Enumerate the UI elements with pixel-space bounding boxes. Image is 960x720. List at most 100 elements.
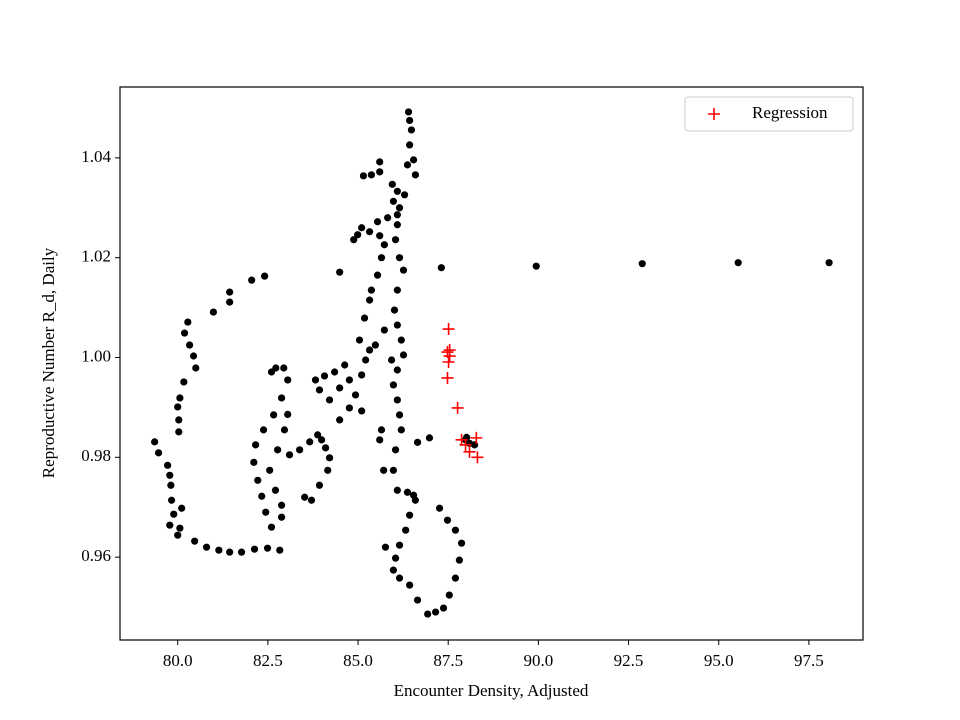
point (388, 180, 396, 188)
point (365, 296, 374, 304)
point (280, 364, 288, 372)
point (261, 272, 269, 280)
point (276, 546, 284, 554)
point (336, 384, 344, 392)
point (358, 224, 366, 232)
point (532, 262, 540, 270)
point (315, 386, 324, 394)
point (411, 171, 419, 179)
point (250, 545, 259, 553)
point (237, 548, 246, 556)
point (267, 368, 276, 376)
point (435, 504, 444, 512)
point (174, 403, 182, 411)
point (154, 449, 163, 457)
point (395, 411, 404, 419)
point (167, 481, 175, 489)
point (424, 610, 432, 618)
point (441, 371, 454, 384)
point (470, 431, 483, 444)
point (209, 308, 218, 316)
point (285, 451, 294, 459)
point (425, 434, 434, 442)
point (296, 446, 304, 454)
point (391, 446, 400, 454)
point (315, 481, 324, 489)
point (395, 254, 404, 262)
point (314, 431, 322, 439)
point (362, 356, 370, 364)
point (176, 394, 184, 402)
point (277, 513, 286, 521)
point (325, 396, 334, 404)
x-tick-label: 92.5 (614, 651, 644, 670)
point (336, 416, 344, 424)
point (284, 410, 292, 419)
point (354, 231, 362, 239)
point (301, 493, 309, 501)
x-tick-label: 90.0 (524, 651, 554, 670)
point (270, 411, 278, 419)
point (176, 524, 184, 532)
point (389, 466, 397, 474)
point (307, 496, 316, 504)
point (391, 554, 400, 562)
point (263, 544, 272, 552)
point (380, 326, 388, 334)
point (393, 486, 401, 494)
point (393, 366, 401, 374)
point (403, 161, 412, 169)
point (399, 351, 408, 359)
point (248, 276, 256, 284)
point (395, 574, 404, 582)
point (259, 426, 268, 434)
point (442, 323, 455, 336)
point (411, 496, 419, 504)
x-tick-label: 95.0 (704, 651, 734, 670)
point (189, 352, 198, 360)
point (358, 407, 366, 415)
point (258, 492, 266, 500)
point (254, 476, 262, 484)
point (324, 466, 332, 474)
x-tick-label: 80.0 (163, 651, 193, 670)
point (170, 510, 178, 518)
point (393, 221, 401, 229)
point (351, 391, 360, 399)
point (266, 466, 274, 474)
legend-box (684, 96, 854, 132)
point (306, 438, 314, 446)
point (393, 211, 401, 219)
point (320, 372, 329, 380)
point (406, 581, 414, 589)
point (180, 378, 188, 386)
point (215, 546, 223, 554)
point (166, 521, 174, 529)
point (393, 396, 401, 404)
y-tick-label: 1.04 (81, 147, 111, 166)
point (345, 376, 353, 384)
point (391, 236, 400, 244)
plot-frame (119, 86, 864, 641)
point (226, 288, 234, 296)
point (397, 336, 405, 344)
point (178, 504, 186, 512)
point (384, 214, 392, 222)
legend-label: Regression (752, 103, 828, 122)
point (359, 172, 368, 180)
point (406, 511, 414, 519)
point (202, 543, 211, 551)
point (376, 158, 384, 166)
point (284, 376, 292, 384)
point (151, 438, 159, 446)
point (311, 376, 320, 384)
point (345, 404, 353, 412)
point (377, 426, 386, 434)
y-tick-label: 0.98 (81, 446, 111, 465)
point (389, 566, 397, 574)
point (393, 286, 401, 294)
point (226, 548, 234, 556)
point (274, 446, 282, 454)
point (404, 108, 413, 116)
point (825, 259, 833, 267)
